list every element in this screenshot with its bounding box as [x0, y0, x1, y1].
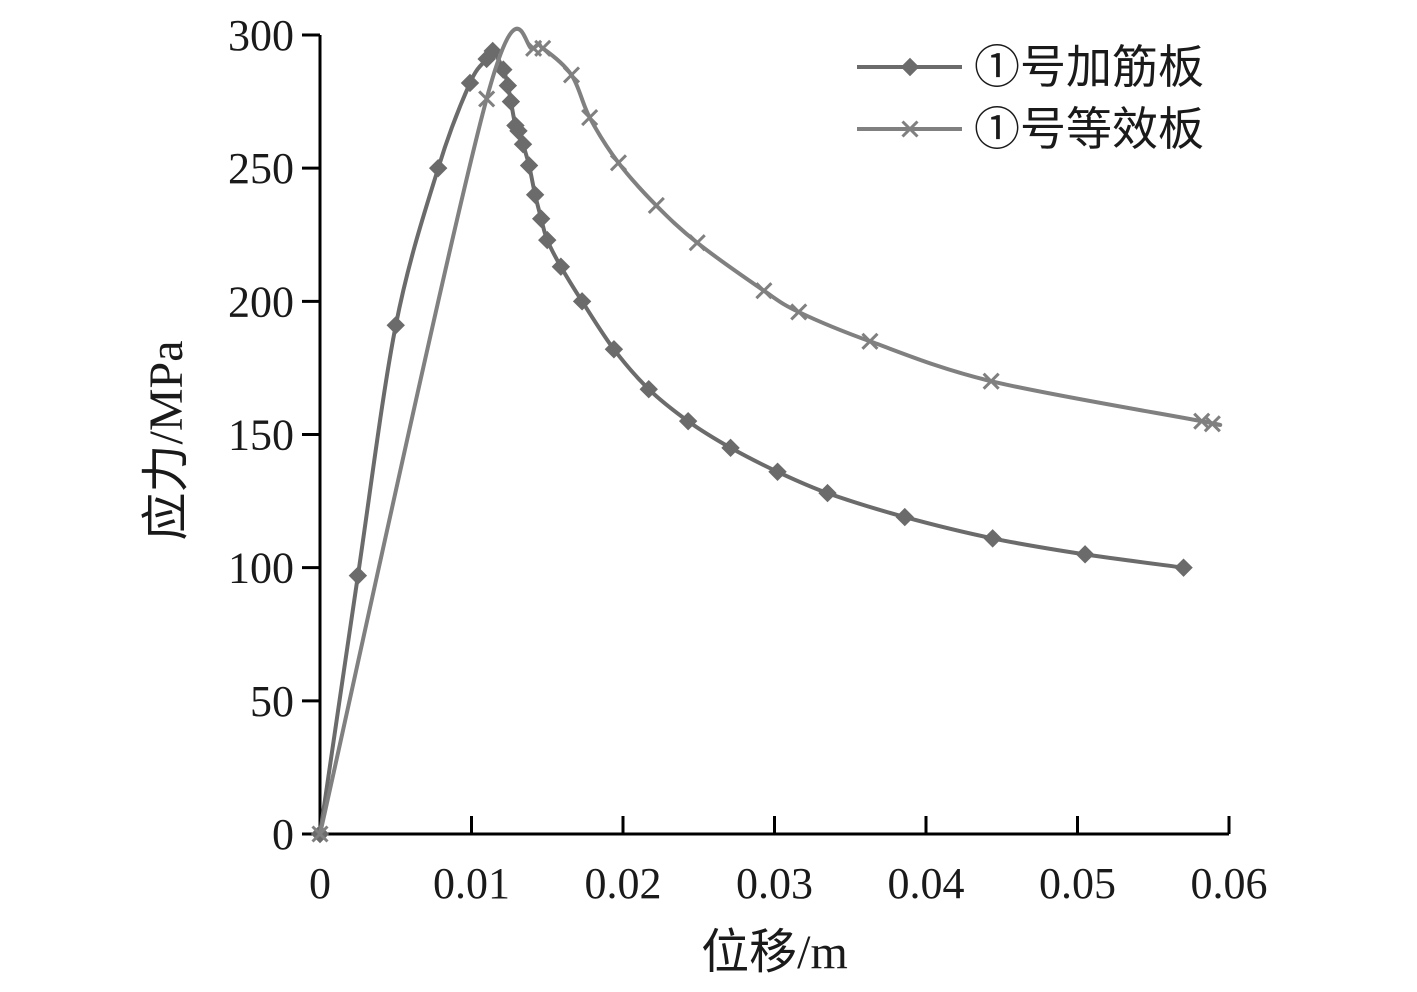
series-2-point [861, 332, 879, 350]
x-tick-label: 0 [309, 859, 331, 908]
x-tick-label: 0.05 [1039, 859, 1116, 908]
series-2-point [562, 66, 581, 84]
series-2-point [982, 372, 1000, 390]
series-1-point [483, 41, 502, 61]
series-1-point [348, 566, 368, 585]
series-1-point [572, 292, 592, 311]
legend-marker [901, 120, 919, 138]
x-marker-stroke [478, 90, 496, 108]
series-1-point [531, 209, 551, 228]
series-2-point [478, 90, 496, 108]
series-1-point [428, 158, 448, 178]
axes: 0 50 100 150 200 250 300 0 0.01 0.02 0.03 0.04 0.05 0… [228, 11, 1268, 908]
x-marker-stroke [790, 303, 808, 321]
series-1-point [721, 438, 740, 458]
legend: ①号加筋板 ①号等效板 [857, 42, 1204, 155]
x-marker-stroke [861, 332, 879, 350]
x-marker-stroke [1203, 415, 1221, 433]
x-tick-label: 0.04 [888, 859, 965, 908]
y-axis-title: 应力/MPa [140, 340, 193, 540]
series-1-point [386, 316, 405, 335]
series-1-line [318, 48, 1184, 835]
series-2-point [311, 825, 329, 843]
legend-label: ①号等效板 [974, 104, 1204, 155]
series-1-point [639, 380, 658, 399]
x-marker-stroke [982, 372, 1000, 390]
series-2-point [609, 154, 628, 172]
series-1-point [501, 92, 521, 111]
series-1-point [519, 156, 539, 175]
series-2-point [688, 234, 706, 252]
series-1-point [604, 340, 624, 359]
x-tick-label: 0.03 [736, 859, 813, 908]
y-tick-label: 300 [228, 11, 294, 60]
series-1-point [525, 185, 545, 205]
series-1-point [551, 257, 571, 276]
legend-marker [900, 57, 920, 77]
series-2-point [647, 196, 665, 215]
series-1 [310, 41, 1193, 844]
plot-area [310, 26, 1223, 844]
x-marker-stroke [901, 120, 919, 138]
series-1-point [768, 462, 787, 481]
y-tick-label: 150 [228, 411, 294, 460]
x-axis-title: 位移/m [701, 926, 848, 979]
series-1-point [460, 73, 480, 93]
series-1-point [678, 411, 698, 431]
series-1-point [983, 529, 1002, 548]
x-tick-label: 0.01 [433, 859, 510, 908]
legend-label: ①号加筋板 [974, 42, 1204, 93]
y-tick-label: 250 [228, 144, 294, 193]
series-1-point [509, 121, 528, 141]
x-marker-stroke [755, 282, 773, 300]
series-1-point [513, 134, 533, 154]
series-2 [311, 26, 1223, 843]
series-2-point [790, 303, 808, 321]
series-1-point [1174, 558, 1193, 577]
y-tick-label: 200 [228, 277, 294, 326]
x-marker-stroke [534, 39, 552, 57]
x-marker-stroke [311, 825, 329, 843]
x-marker-stroke [581, 109, 599, 127]
series-1-point [498, 76, 518, 95]
series-1-point [538, 230, 557, 250]
series-2-point [581, 109, 599, 127]
x-marker-stroke [609, 154, 628, 172]
x-marker-stroke [562, 66, 581, 84]
legend-item-1: ①号加筋板 [857, 42, 1204, 93]
series-1-point [1075, 545, 1095, 564]
x-tick-label: 0.06 [1191, 859, 1268, 908]
x-tick-label: 0.02 [585, 859, 662, 908]
series-1-point [895, 507, 914, 527]
series-1-point [818, 483, 837, 503]
y-tick-label: 50 [250, 677, 294, 726]
x-marker-stroke [647, 196, 665, 215]
series-2-point [534, 39, 552, 57]
y-tick-label: 0 [272, 810, 294, 859]
y-tick-label: 100 [228, 544, 294, 593]
series-2-point [1203, 415, 1221, 433]
series-2-point [755, 282, 773, 300]
legend-item-2: ①号等效板 [857, 104, 1204, 155]
x-marker-stroke [688, 234, 706, 252]
